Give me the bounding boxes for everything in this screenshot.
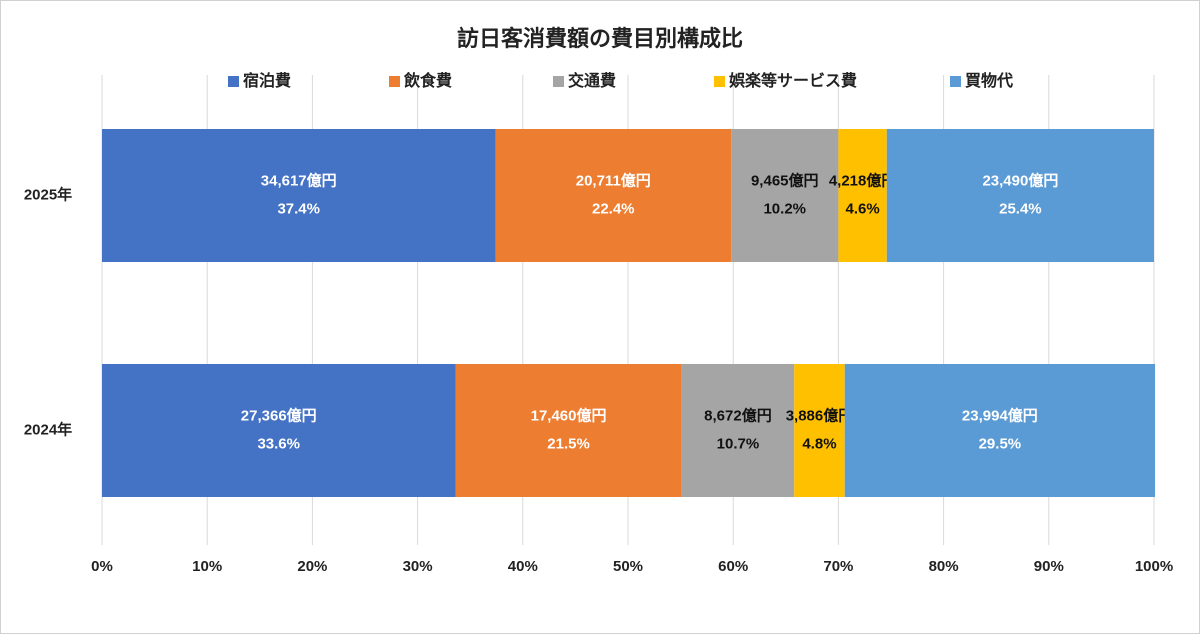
x-tick-label: 100% bbox=[1135, 558, 1173, 575]
data-label: 25.4% bbox=[999, 200, 1042, 217]
legend-label: 買物代 bbox=[965, 71, 1013, 90]
y-tick-label: 2025年 bbox=[24, 185, 72, 203]
legend-label: 宿泊費 bbox=[243, 71, 291, 90]
amount-label: 4,218億円 bbox=[829, 171, 897, 189]
data-label: 29.5% bbox=[979, 435, 1022, 452]
x-tick-label: 50% bbox=[613, 558, 643, 575]
bar-segment bbox=[495, 129, 732, 262]
data-label: 10.2% bbox=[763, 200, 806, 217]
y-tick-label: 2024年 bbox=[24, 420, 72, 438]
legend-label: 交通費 bbox=[568, 71, 616, 90]
x-tick-label: 60% bbox=[718, 558, 748, 575]
amount-label: 17,460億円 bbox=[531, 406, 607, 424]
legend-swatch bbox=[389, 76, 400, 87]
legend-swatch bbox=[228, 76, 239, 87]
bar-segment bbox=[844, 364, 1156, 497]
amount-label: 27,366億円 bbox=[241, 406, 317, 424]
data-label: 22.4% bbox=[592, 200, 635, 217]
legend-swatch bbox=[714, 76, 725, 87]
bar-segment bbox=[102, 129, 496, 262]
x-tick-label: 40% bbox=[508, 558, 538, 575]
data-label: 37.4% bbox=[277, 200, 320, 217]
x-tick-label: 80% bbox=[929, 558, 959, 575]
bar-segment bbox=[731, 129, 839, 262]
legend-swatch bbox=[553, 76, 564, 87]
legend-label: 娯楽等サービス費 bbox=[729, 71, 857, 90]
bar-segment bbox=[681, 364, 795, 497]
bar-segment bbox=[886, 129, 1154, 262]
x-tick-label: 20% bbox=[297, 558, 327, 575]
x-tick-label: 10% bbox=[192, 558, 222, 575]
bar-segment bbox=[102, 364, 456, 497]
amount-label: 23,490億円 bbox=[982, 171, 1058, 189]
amount-label: 8,672億円 bbox=[704, 406, 772, 424]
amount-label: 9,465億円 bbox=[751, 171, 819, 189]
x-tick-label: 90% bbox=[1034, 558, 1064, 575]
bar-segment bbox=[794, 364, 845, 497]
x-tick-label: 30% bbox=[403, 558, 433, 575]
data-label: 21.5% bbox=[547, 435, 590, 452]
amount-label: 20,711億円 bbox=[576, 171, 651, 189]
bar-segment bbox=[838, 129, 887, 262]
legend-label: 飲食費 bbox=[403, 71, 452, 90]
x-tick-label: 0% bbox=[91, 558, 113, 575]
legend-swatch bbox=[950, 76, 961, 87]
data-label: 10.7% bbox=[717, 435, 760, 452]
data-label: 33.6% bbox=[257, 435, 300, 452]
x-tick-label: 70% bbox=[823, 558, 853, 575]
amount-label: 23,994億円 bbox=[962, 406, 1038, 424]
amount-label: 34,617億円 bbox=[261, 171, 337, 189]
chart-title: 訪日客消費額の費目別構成比 bbox=[457, 26, 743, 51]
data-label: 4.8% bbox=[802, 435, 836, 452]
data-label: 4.6% bbox=[845, 200, 879, 217]
amount-label: 3,886億円 bbox=[786, 406, 854, 424]
bar-segment bbox=[455, 364, 682, 497]
